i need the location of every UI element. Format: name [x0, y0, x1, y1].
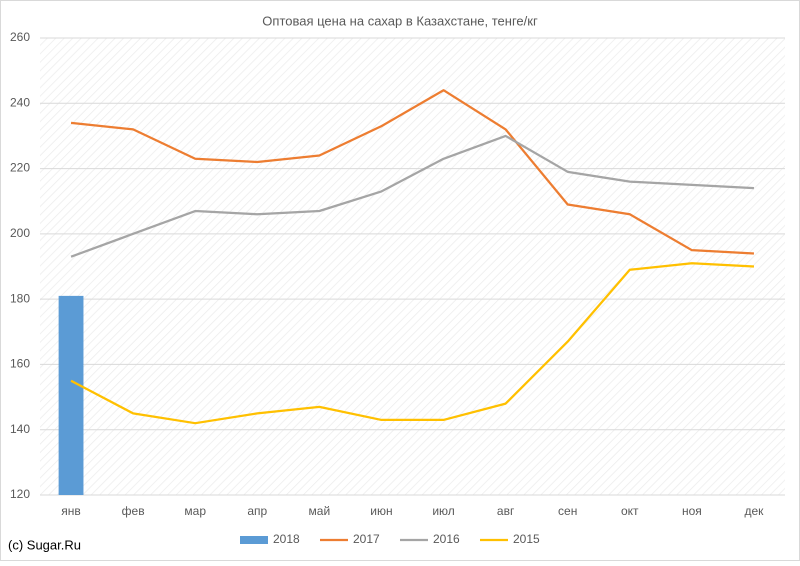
- y-tick-label: 120: [10, 487, 30, 501]
- credit: (c) Sugar.Ru: [8, 537, 81, 552]
- x-tick-label: дек: [744, 504, 764, 518]
- x-tick-label: мар: [184, 504, 206, 518]
- x-tick-label: июн: [370, 504, 392, 518]
- y-tick-label: 260: [10, 30, 30, 44]
- x-tick-label: окт: [621, 504, 639, 518]
- y-tick-label: 220: [10, 161, 30, 175]
- legend-label: 2018: [273, 532, 300, 546]
- x-tick-label: ноя: [682, 504, 702, 518]
- y-tick-label: 240: [10, 95, 30, 109]
- x-tick-label: июл: [432, 504, 454, 518]
- legend-label: 2017: [353, 532, 380, 546]
- y-tick-label: 180: [10, 291, 30, 305]
- x-tick-label: сен: [558, 504, 577, 518]
- x-tick-label: авг: [497, 504, 515, 518]
- bar: [58, 295, 84, 495]
- legend-swatch: [240, 536, 268, 544]
- line-series: [70, 262, 755, 425]
- legend-label: 2015: [513, 532, 540, 546]
- x-tick-label: апр: [247, 504, 267, 518]
- line-series: [70, 134, 755, 258]
- y-tick-label: 160: [10, 357, 30, 371]
- y-tick-label: 200: [10, 226, 30, 240]
- legend-label: 2016: [433, 532, 460, 546]
- line-series: [70, 89, 755, 255]
- x-tick-label: янв: [61, 504, 81, 518]
- x-tick-label: фев: [122, 504, 145, 518]
- y-tick-label: 140: [10, 422, 30, 436]
- x-tick-label: май: [309, 504, 331, 518]
- plot-area: [40, 38, 785, 495]
- chart-title: Оптовая цена на сахар в Казахстане, тенг…: [262, 13, 538, 28]
